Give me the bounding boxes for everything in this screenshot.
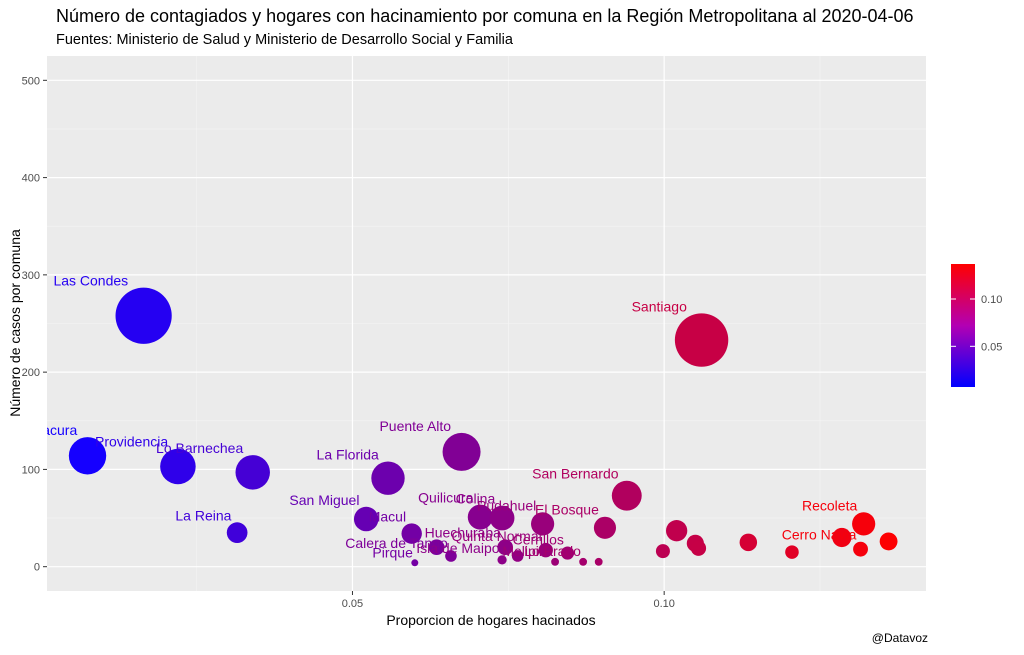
point-label: Lo Barnechea [156,440,243,456]
y-tick-label: 300 [22,270,40,282]
data-point-la-reina [226,522,248,543]
data-point-vitacura [68,437,107,475]
data-point-pirque [411,559,419,567]
x-tick-label: 0.10 [653,598,674,610]
point-label: San Bernardo [532,466,619,482]
point-label: Lo Prado [524,543,581,559]
data-point [690,540,707,556]
point-label: Providencia [95,434,168,450]
data-point-san-bernardo [611,480,642,511]
point-label: Recoleta [802,497,857,513]
y-tick-label: 500 [22,75,40,87]
point-label: Puente Alto [379,418,451,434]
data-point-calera-de-tango [445,550,457,562]
point-label: Pirque [372,544,413,560]
point-label: Las Condes [53,273,128,289]
data-point-san-miguel [353,506,379,532]
data-point-el-bosque [593,516,617,539]
x-axis-title: Proporcion de hogares hacinados [386,612,595,628]
data-point-isla-de-maipo [497,555,507,565]
point-label: La Florida [317,446,379,462]
data-point [739,533,758,552]
data-point-lo-barnechea [235,455,270,490]
point-label: Quilicura [418,490,473,506]
data-point-la-florida [371,461,405,495]
point-label: Pudahuel [477,497,536,513]
data-point-lo-prado [579,557,588,566]
data-point-cerro-navia [853,541,868,557]
color-legend: 0.05 0.10 [951,264,1002,387]
data-point-colina [489,505,515,531]
point-label: Macul [369,508,406,524]
y-axis-title: Número de casos por comuna [7,229,23,417]
legend-tick-label: 0.10 [981,294,1002,306]
legend-colorbar [951,264,975,387]
data-point [511,550,524,562]
data-points [68,287,898,567]
data-point [665,520,688,542]
y-tick-label: 100 [22,464,40,476]
point-label: Calera de Tango [345,535,448,551]
point-label: Cerrillos [513,532,564,548]
data-point-pudahuel [530,512,555,536]
data-point-puente-alto [442,432,481,471]
y-axis-ticks: 0 100 200 300 400 500 [22,75,47,574]
data-point-quinta-normal [538,542,553,558]
point-label: Santiago [632,298,687,314]
point-label: Cerro Navia [782,527,857,543]
data-point-macul [401,523,422,544]
data-point-recoleta [852,512,876,536]
y-tick-label: 200 [22,367,40,379]
data-point [655,544,670,559]
point-label: La Reina [175,507,231,523]
y-tick-label: 400 [22,173,40,185]
legend-tick-label: 0.05 [981,341,1002,353]
point-label: El Bosque [535,502,599,518]
data-point-santiago [674,313,729,367]
data-point [785,545,799,559]
point-label: Colina [456,491,496,507]
data-point-huechuraba [497,539,514,556]
point-label: Isla de Maipo [416,540,499,556]
data-point-quilicura [467,504,493,530]
data-point-pudahuel-sur [594,557,603,566]
data-point-las-condes [115,287,172,344]
data-point [832,527,852,548]
legend-ticks: 0.05 0.10 [951,294,1002,353]
data-point-melipilla [551,557,559,566]
data-point-providencia [160,448,196,485]
y-tick-label: 0 [34,562,40,574]
data-point [879,532,898,551]
point-label: Quinta Normal [451,528,541,544]
point-label: Vitacura [26,422,77,438]
data-point [428,539,445,556]
grid-major [47,56,926,591]
data-point-cerrillos [560,546,575,560]
chart-subtitle: Fuentes: Ministerio de Salud y Ministeri… [56,32,513,48]
chart-title: Número de contagiados y hogares con haci… [56,6,914,26]
point-label: Huechuraba [425,524,501,540]
x-tick-label: 0.05 [342,598,363,610]
x-axis-ticks: 0.05 0.10 [342,591,675,610]
point-label: Melipilla [502,543,553,559]
chart-caption: @Datavoz [871,631,928,645]
point-label: San Miguel [289,492,359,508]
